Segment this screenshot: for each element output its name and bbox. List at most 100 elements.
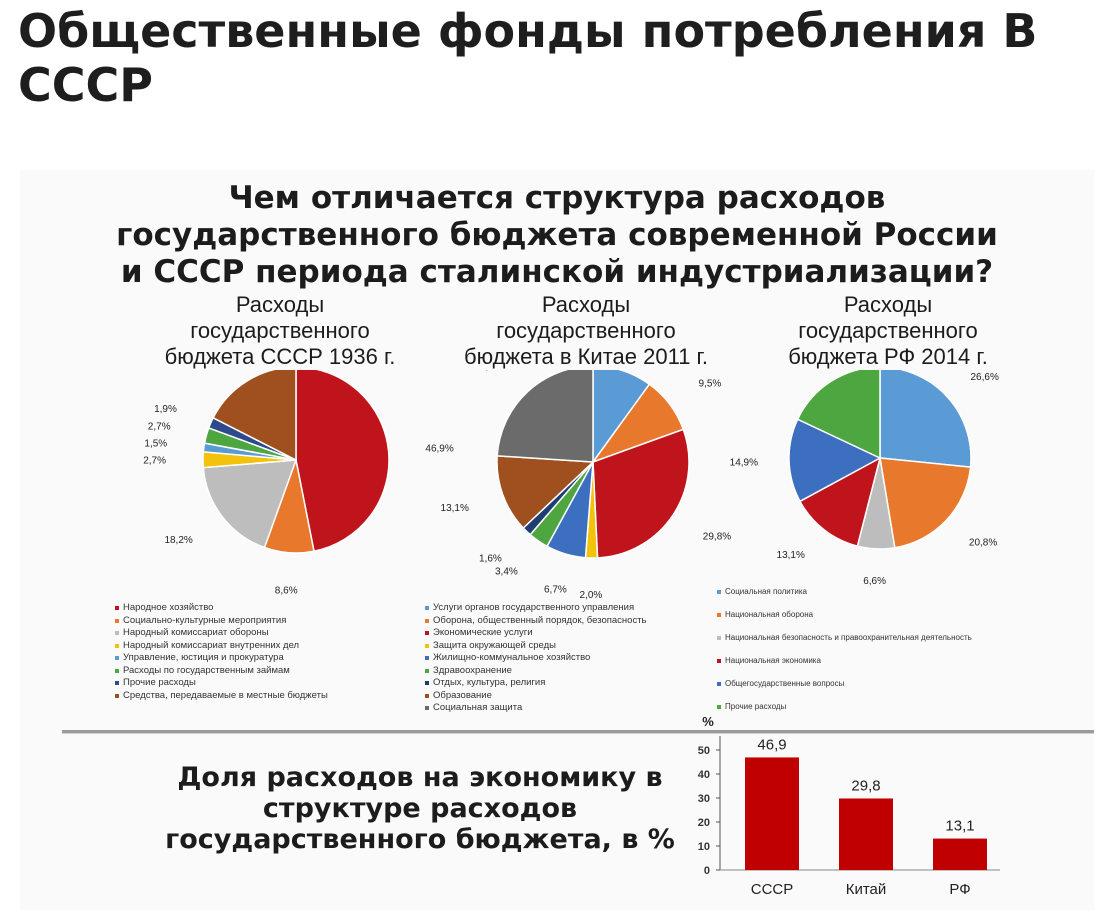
legend-swatch bbox=[717, 704, 721, 709]
pie-slice-label: 14,9% bbox=[730, 457, 758, 468]
legend-item: Народное хозяйство bbox=[115, 602, 328, 615]
legend-rf: Социальная политика Национальная оборона Н… bbox=[717, 580, 972, 718]
pie-title-line: Расходы bbox=[843, 292, 933, 317]
pie-slice-label: 29,8% bbox=[703, 531, 731, 542]
legend-swatch bbox=[717, 612, 721, 617]
y-tick-label: 40 bbox=[698, 769, 710, 781]
legend-swatch bbox=[115, 693, 119, 698]
legend-swatch bbox=[115, 631, 119, 636]
pie-slice bbox=[798, 456, 882, 548]
legend-label: Социальная защита bbox=[433, 702, 523, 713]
legend-item: Социально-культурные мероприятия bbox=[115, 615, 328, 628]
bar-category-label: Китай bbox=[846, 881, 887, 898]
pie-slice bbox=[496, 455, 595, 530]
pie-slice bbox=[202, 459, 298, 549]
legend-item: Экономические услуги bbox=[425, 627, 647, 640]
pie-slice-label: 20,8% bbox=[969, 538, 997, 549]
y-tick-label: 50 bbox=[698, 745, 710, 757]
legend-swatch bbox=[425, 693, 429, 698]
legend-label: Защита окружающей среды bbox=[433, 639, 556, 651]
legend-item: Расходы по государственным займам bbox=[115, 665, 328, 678]
pie-title-china: Расходы государственного бюджета в Китае… bbox=[436, 292, 736, 370]
legend-item: Отдых, культура, религия bbox=[425, 677, 647, 690]
legend-item: Здравоохранение bbox=[425, 665, 647, 678]
pie-slice bbox=[212, 370, 297, 462]
bar-category-label: СССР bbox=[751, 881, 794, 898]
bar-value-label: 13,1 bbox=[945, 818, 974, 835]
legend-item: Защита окружающей среды bbox=[425, 640, 647, 653]
legend-item: Народный комиссариат обороны bbox=[115, 627, 328, 640]
pie-slice-label: 2,7% bbox=[148, 422, 171, 433]
page-title: Общественные фонды потребления В СССР bbox=[18, 4, 1088, 112]
pie-slice bbox=[295, 370, 390, 553]
legend-swatch bbox=[425, 643, 429, 648]
legend-label: Расходы по государственным займам bbox=[123, 664, 290, 676]
legend-label: Здравоохранение bbox=[433, 664, 512, 676]
bar-section-title-line: структуре расходов bbox=[262, 793, 578, 824]
legend-label: Народный комиссариат внутренних дел bbox=[123, 639, 300, 651]
legend-item: Прочие расходы bbox=[717, 695, 972, 718]
pie-slice-label: 26,6% bbox=[971, 372, 999, 383]
pie-chart-rf: 26,6%20,8%6,6%13,1%14,9%18,0% bbox=[730, 370, 999, 587]
bar-section-title-line: Доля расходов на экономику в bbox=[177, 762, 663, 793]
legend-swatch bbox=[717, 635, 721, 640]
legend-swatch bbox=[425, 631, 429, 636]
legend-label: Отдых, культура, религия bbox=[433, 677, 546, 688]
legend-swatch bbox=[425, 606, 429, 611]
pie-slice-label: 3,4% bbox=[495, 567, 518, 578]
pie-title-line: государственного bbox=[496, 318, 676, 343]
infographic: Чем отличается структура расходов госуда… bbox=[20, 170, 1094, 910]
bar-value-label: 29,8 bbox=[851, 777, 880, 794]
pie-title-rf: Расходы государственного бюджета РФ 2014… bbox=[738, 292, 1038, 370]
pie-slice bbox=[592, 428, 690, 559]
legend-label: Социальная политика bbox=[725, 587, 807, 596]
legend-label: Оборона, общественный порядок, безопасно… bbox=[433, 614, 647, 626]
legend-label: Экономические услуги bbox=[433, 627, 533, 638]
legend-item: Национальная безопасность и правоохранит… bbox=[717, 626, 972, 649]
legend-label: Общегосударственные вопросы bbox=[725, 679, 845, 688]
bar bbox=[933, 838, 987, 870]
y-tick-label: 30 bbox=[698, 793, 710, 805]
pie-slice-label: 1,9% bbox=[154, 404, 177, 415]
pie-title-line: Расходы bbox=[541, 292, 631, 317]
legend-swatch bbox=[717, 658, 721, 663]
bar bbox=[745, 757, 799, 870]
legend-label: Национальная безопасность и правоохранит… bbox=[725, 633, 972, 642]
pie-slice-label: 13,1% bbox=[777, 550, 805, 561]
legend-item: Социальная защита bbox=[425, 702, 647, 715]
pie-slice-label: 1,5% bbox=[144, 439, 167, 450]
infographic-title-line: Чем отличается структура расходов bbox=[228, 180, 886, 216]
legend-label: Национальная экономика bbox=[725, 656, 821, 665]
pie-slice bbox=[788, 418, 882, 503]
pie-chart-ussr: 46,9%8,6%18,2%2,7%1,5%2,7%1,9%17,5% bbox=[143, 370, 454, 597]
legend-label: Национальная оборона bbox=[725, 610, 814, 619]
pie-slice-label: 1,6% bbox=[479, 553, 502, 564]
legend-swatch bbox=[115, 681, 119, 686]
legend-item: Жилищно-коммунальное хозяйство bbox=[425, 652, 647, 665]
legend-label: Народное хозяйство bbox=[123, 602, 214, 613]
legend-china: Услуги органов государственного управлен… bbox=[425, 602, 647, 715]
bar-section-title-line: государственного бюджета, в % bbox=[165, 824, 675, 855]
pie-title-line: Расходы bbox=[235, 292, 325, 317]
legend-swatch bbox=[115, 606, 119, 611]
legend-item: Образование bbox=[425, 690, 647, 703]
legend-label: Социально-культурные мероприятия bbox=[123, 614, 287, 626]
section-divider bbox=[62, 730, 1094, 734]
legend-swatch bbox=[115, 668, 119, 673]
legend-label: Управление, юстиция и прокуратура bbox=[123, 652, 284, 663]
pie-title-line: бюджета РФ 2014 г. bbox=[788, 344, 988, 369]
legend-label: Средства, передаваемые в местные бюджеты bbox=[123, 689, 328, 701]
legend-item: Общегосударственные вопросы bbox=[717, 672, 972, 695]
legend-item: Средства, передаваемые в местные бюджеты bbox=[115, 690, 328, 703]
legend-swatch bbox=[425, 668, 429, 673]
legend-swatch bbox=[425, 618, 429, 623]
legend-item: Национальная экономика bbox=[717, 649, 972, 672]
pie-slice-label: 46,9% bbox=[425, 443, 453, 454]
pie-slice-label: 2,0% bbox=[580, 590, 603, 600]
pie-title-line: государственного bbox=[190, 318, 370, 343]
pie-slice-label: 9,5% bbox=[699, 379, 722, 390]
pie-slice bbox=[879, 370, 972, 468]
pie-slice-label: 6,7% bbox=[544, 585, 567, 596]
legend-swatch bbox=[425, 706, 429, 711]
legend-label: Жилищно-коммунальное хозяйство bbox=[433, 652, 591, 663]
